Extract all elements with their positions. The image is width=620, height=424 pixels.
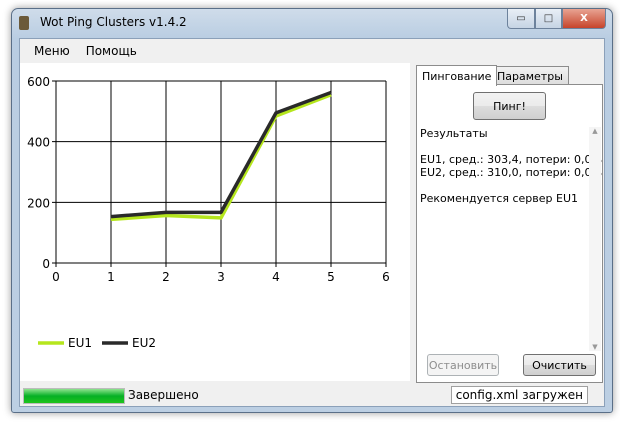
progress-fill xyxy=(24,389,124,403)
window-title: Wot Ping Clusters v1.4.2 xyxy=(40,15,187,29)
y-tick-label: 400 xyxy=(27,136,50,150)
ping-chart: 0 1 2 3 4 5 6 0 200 400 600 EU1 EU2 xyxy=(20,63,410,381)
client-area: Меню Помощь 0 1 2 3 4 5 6 0 200 400 600 EU1 EU2 Пинг… xyxy=(19,38,605,407)
legend-label: EU1 xyxy=(68,336,92,350)
results-scrollbar[interactable]: ▲ ▼ xyxy=(589,127,601,351)
results-line xyxy=(420,179,600,192)
y-tick-label: 0 xyxy=(42,257,50,271)
menu-bar: Меню Помощь xyxy=(20,39,604,63)
chart-svg: 0 1 2 3 4 5 6 0 200 400 600 EU1 EU2 xyxy=(27,75,390,350)
results-line: EU1, сред.: 303,4, потери: 0,0% xyxy=(420,153,602,166)
results-line xyxy=(420,140,600,153)
x-tick-label: 3 xyxy=(217,270,225,284)
x-tick-label: 2 xyxy=(162,270,170,284)
ping-button[interactable]: Пинг! xyxy=(473,92,546,120)
x-tick-label: 5 xyxy=(327,270,335,284)
results-line: Результаты xyxy=(420,127,488,140)
stop-button[interactable]: Остановить xyxy=(427,354,499,376)
results-line: EU2, сред.: 310,0, потери: 0,0% xyxy=(420,166,602,179)
status-bar: Завершено config.xml загружен xyxy=(20,385,604,406)
series-line-eu1 xyxy=(110,93,332,222)
tab-parameters[interactable]: Параметры xyxy=(491,66,569,85)
x-tick-label: 0 xyxy=(52,270,60,284)
app-window: Wot Ping Clusters v1.4.2 ▭ □ X Меню Помо… xyxy=(11,8,613,413)
menu-item-help[interactable]: Помощь xyxy=(85,44,137,58)
results-line: Рекомендуется сервер EU1 xyxy=(420,192,579,205)
title-bar[interactable]: Wot Ping Clusters v1.4.2 ▭ □ X xyxy=(12,9,612,37)
results-textbox[interactable]: Результаты EU1, сред.: 303,4, потери: 0,… xyxy=(420,127,602,351)
status-text: Завершено xyxy=(128,388,199,402)
x-tick-label: 4 xyxy=(272,270,280,284)
tab-control: Пингование Параметры Пинг! Результаты EU… xyxy=(416,65,604,383)
menu-item-menu[interactable]: Меню xyxy=(34,44,70,58)
tab-pinging[interactable]: Пингование xyxy=(416,65,498,86)
scroll-down-icon[interactable]: ▼ xyxy=(592,343,598,351)
legend-label: EU2 xyxy=(132,336,156,350)
maximize-button[interactable]: □ xyxy=(535,9,562,29)
config-status: config.xml загружен xyxy=(450,386,588,404)
x-tick-label: 6 xyxy=(382,270,390,284)
minimize-button[interactable]: ▭ xyxy=(507,9,535,29)
y-tick-label: 600 xyxy=(27,75,50,89)
scroll-up-icon[interactable]: ▲ xyxy=(592,127,598,135)
x-tick-label: 1 xyxy=(107,270,115,284)
series-line-eu2 xyxy=(110,90,332,219)
clear-button[interactable]: Очистить xyxy=(523,354,596,376)
tab-page-pinging: Пинг! Результаты EU1, сред.: 303,4, поте… xyxy=(416,84,603,383)
y-tick-label: 200 xyxy=(27,196,50,210)
app-icon xyxy=(19,16,29,30)
progress-bar xyxy=(23,388,125,404)
close-button[interactable]: X xyxy=(562,9,606,29)
